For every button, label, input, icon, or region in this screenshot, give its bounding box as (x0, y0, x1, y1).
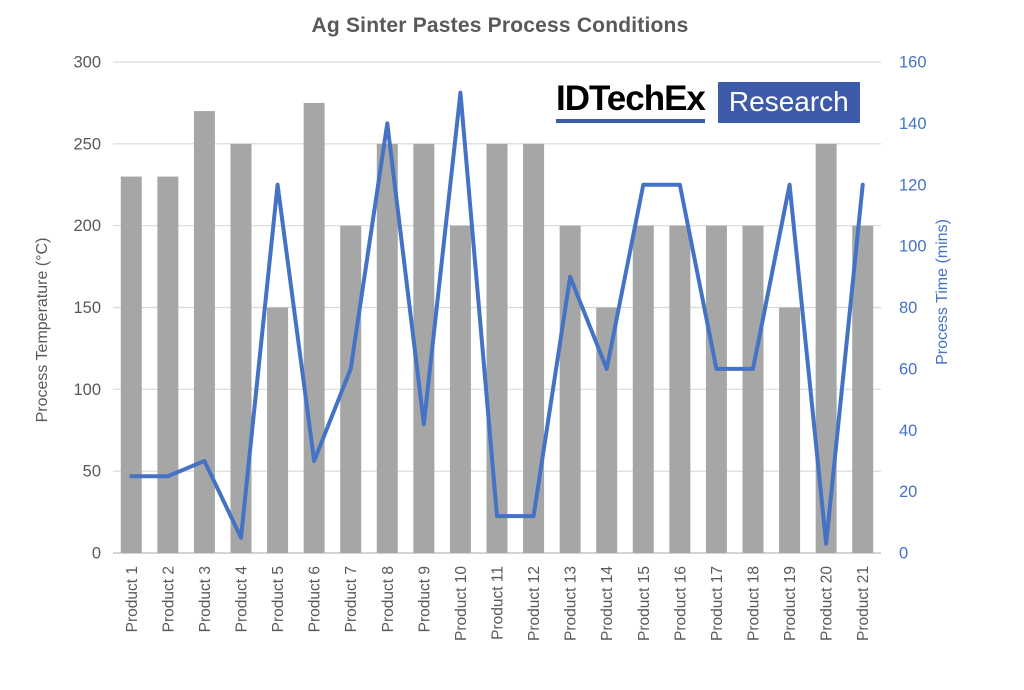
idtechex-logo: IDTechEx Research (556, 79, 860, 123)
temperature-bar (267, 307, 289, 553)
left-axis-title: Process Temperature (°C) (34, 238, 51, 423)
temperature-bar (230, 143, 252, 554)
right-axis-tick-label: 20 (899, 483, 917, 501)
x-axis-category-label: Product 14 (599, 566, 616, 641)
x-axis-category-label: Product 5 (270, 566, 287, 632)
right-axis-tick-label: 120 (899, 176, 927, 194)
chart-title: Ag Sinter Pastes Process Conditions (311, 14, 689, 37)
x-axis-category-label: Product 18 (746, 566, 763, 641)
logo-brand-wrap: IDTechEx (556, 79, 706, 123)
x-axis-category-label: Product 11 (490, 566, 507, 640)
x-axis-category-label: Product 12 (526, 566, 543, 641)
temperature-bar (669, 225, 691, 553)
left-axis-tick-label: 50 (83, 463, 101, 481)
left-axis-tick-label: 200 (73, 217, 101, 235)
x-axis-category-label: Product 13 (563, 566, 580, 641)
logo-underline (556, 119, 705, 123)
x-axis-category-label: Product 1 (124, 566, 141, 632)
x-axis-category-label: Product 17 (709, 566, 726, 641)
temperature-bar (815, 143, 837, 554)
x-axis-category-label: Product 19 (782, 566, 799, 641)
temperature-bar (120, 176, 142, 554)
temperature-bar (340, 225, 362, 553)
temperature-bar (852, 225, 874, 553)
right-axis-tick-label: 160 (899, 54, 927, 72)
right-axis-tick-label: 0 (899, 545, 908, 563)
temperature-bar (413, 143, 435, 554)
temperature-bar (486, 143, 508, 554)
temperature-bar (376, 143, 398, 554)
temperature-bar (303, 102, 325, 554)
left-axis-tick-label: 0 (92, 545, 101, 563)
temperature-bar (742, 225, 764, 553)
x-axis-category-label: Product 21 (855, 566, 872, 641)
right-axis-title: Process Time (mins) (934, 219, 951, 365)
x-axis-category-label: Product 6 (307, 566, 324, 632)
left-axis-tick-label: 100 (73, 381, 101, 399)
temperature-bar (193, 111, 215, 553)
temperature-bar (523, 143, 545, 554)
x-axis-category-label: Product 9 (416, 566, 433, 632)
left-axis-tick-label: 250 (73, 135, 101, 153)
research-badge: Research (717, 82, 860, 123)
temperature-bar (632, 225, 654, 553)
temperature-bar (157, 176, 179, 554)
right-axis-tick-label: 100 (899, 238, 927, 256)
x-axis-category-label: Product 7 (343, 566, 360, 632)
process-time-line (129, 90, 865, 546)
temperature-bar (449, 225, 471, 553)
x-axis-category-label: Product 3 (197, 566, 214, 632)
left-axis-tick-label: 150 (73, 299, 101, 317)
temperature-bar (779, 307, 801, 553)
x-axis-category-label: Product 10 (453, 566, 470, 641)
temperature-bar (559, 225, 581, 553)
temperature-bar (596, 307, 618, 553)
x-axis-category-label: Product 2 (160, 566, 177, 632)
x-axis-category-label: Product 15 (636, 566, 653, 641)
right-axis-tick-label: 40 (899, 422, 917, 440)
right-axis-tick-label: 60 (899, 360, 917, 378)
x-axis-category-label: Product 8 (380, 566, 397, 632)
x-axis-category-label: Product 16 (672, 566, 689, 641)
temperature-bar (705, 225, 727, 553)
x-axis-category-label: Product 20 (819, 566, 836, 641)
idtechex-logo-text: IDTechEx (556, 79, 706, 118)
x-axis-category-label: Product 4 (234, 566, 251, 633)
right-axis-tick-label: 140 (899, 115, 927, 133)
left-axis-tick-label: 300 (73, 54, 101, 72)
right-axis-tick-label: 80 (899, 299, 917, 317)
